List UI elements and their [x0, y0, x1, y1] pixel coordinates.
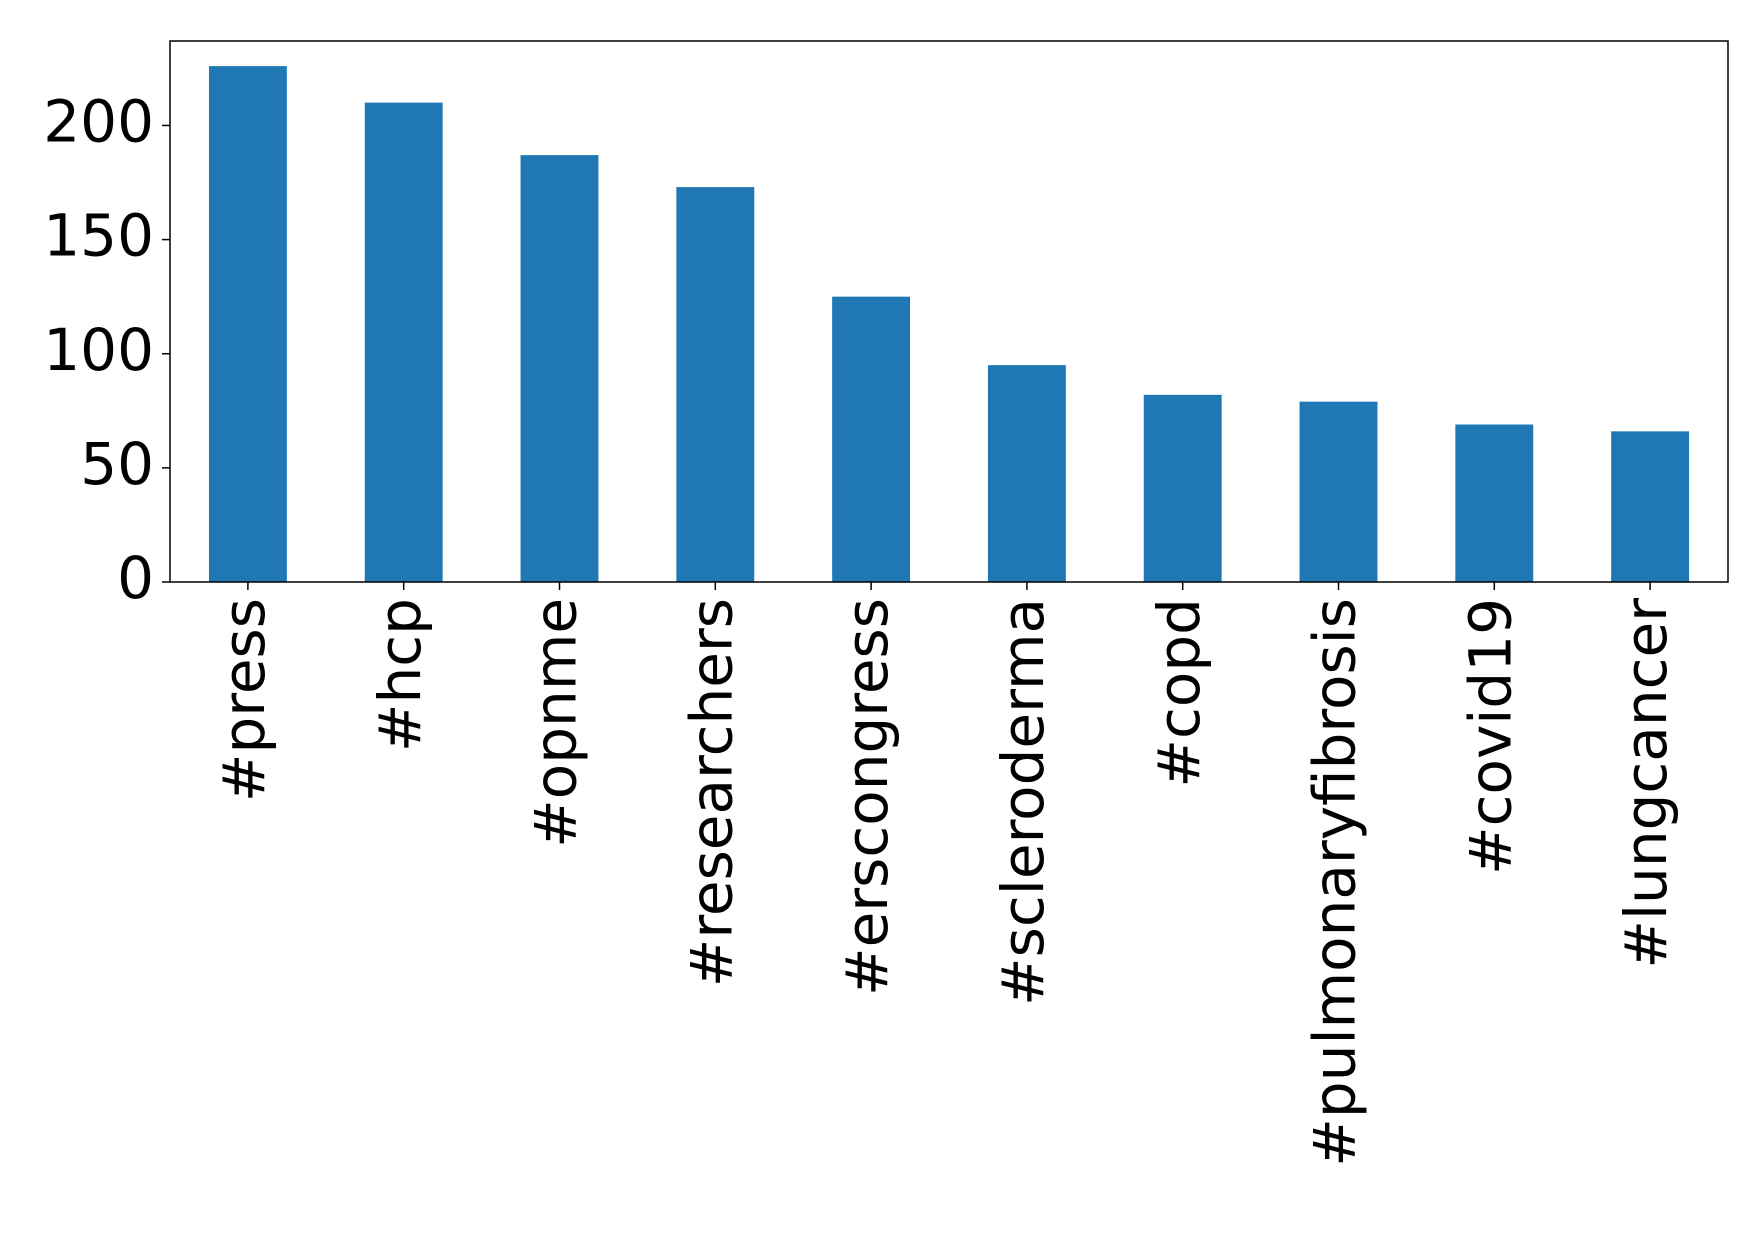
bar [1455, 424, 1534, 582]
x-tick-label: #opnme [522, 598, 590, 848]
x-tick-label: #erscongress [833, 598, 901, 996]
y-tick-label: 200 [43, 88, 154, 156]
bar [520, 155, 599, 583]
x-tick-label: #copd [1145, 598, 1213, 788]
bar [1299, 401, 1378, 582]
x-tick-label: #scleroderma [989, 598, 1057, 1006]
bar [987, 365, 1066, 582]
bar [208, 66, 287, 583]
bar [364, 102, 443, 583]
x-tick-label: #researchers [677, 598, 745, 987]
bar [1611, 431, 1690, 582]
x-tick-label: #covid19 [1456, 598, 1524, 875]
bar [1143, 394, 1222, 582]
y-tick-label: 50 [80, 430, 154, 498]
x-tick-label: #pulmonaryfibrosis [1301, 598, 1369, 1167]
y-tick-label: 0 [117, 544, 154, 612]
x-tick-label: #lungcancer [1612, 598, 1680, 969]
x-tick-label: #hcp [366, 598, 434, 752]
bar [832, 296, 911, 582]
bar [676, 187, 755, 582]
plot-frame [169, 40, 1729, 583]
y-tick-label: 100 [43, 316, 154, 384]
x-tick-label: #press [210, 598, 278, 802]
y-tick-label: 150 [43, 202, 154, 270]
